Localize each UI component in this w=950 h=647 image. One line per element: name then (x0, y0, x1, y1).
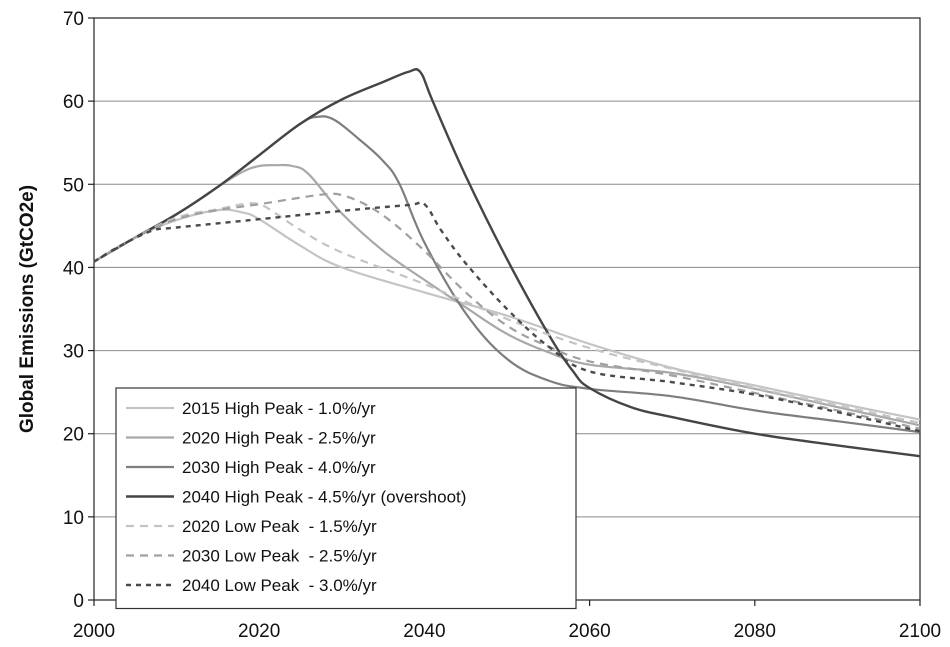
series-line-6 (93, 201, 921, 433)
x-tick-label-0: 2000 (73, 621, 115, 642)
legend-label-1: 2020 High Peak - 2.5%/yr (182, 429, 376, 448)
y-tick-label-0: 0 (73, 591, 84, 612)
y-axis-title: Global Emissions (GtCO2e) (17, 185, 38, 433)
x-tick-label-5: 2100 (899, 621, 941, 642)
legend-box (115, 387, 577, 610)
series-line-2 (93, 115, 921, 434)
series-line-3 (93, 68, 921, 458)
legend-label-3: 2040 High Peak - 4.5%/yr (overshoot) (182, 488, 466, 507)
x-tick-label-3: 2060 (568, 621, 610, 642)
y-axis-ticks: 0 10 20 30 40 50 60 70 (63, 9, 94, 612)
y-tick-label-6: 60 (63, 92, 84, 113)
legend-label-2: 2030 High Peak - 4.0%/yr (182, 458, 376, 477)
x-axis-ticks: 2000 2020 2040 2060 2080 2100 (73, 600, 941, 642)
legend: 2015 High Peak - 1.0%/yr 2020 High Peak -… (115, 387, 577, 610)
y-tick-label-1: 10 (63, 508, 84, 529)
y-tick-label-4: 40 (63, 258, 84, 279)
y-tick-label-2: 20 (63, 425, 84, 446)
legend-label-4: 2020 Low Peak - 1.5%/yr (182, 517, 377, 536)
series-lines (93, 68, 921, 458)
y-tick-label-3: 30 (63, 342, 84, 363)
x-tick-label-1: 2020 (238, 621, 280, 642)
x-tick-label-2: 2040 (403, 621, 445, 642)
series-line-1 (93, 163, 921, 427)
legend-label-0: 2015 High Peak - 1.0%/yr (182, 399, 376, 418)
series-line-5 (93, 192, 921, 430)
y-tick-label-5: 50 (63, 175, 84, 196)
x-tick-label-4: 2080 (734, 621, 776, 642)
legend-label-5: 2030 Low Peak - 2.5%/yr (182, 547, 377, 566)
y-tick-label-7: 70 (63, 9, 84, 30)
legend-label-6: 2040 Low Peak - 3.0%/yr (182, 576, 377, 595)
